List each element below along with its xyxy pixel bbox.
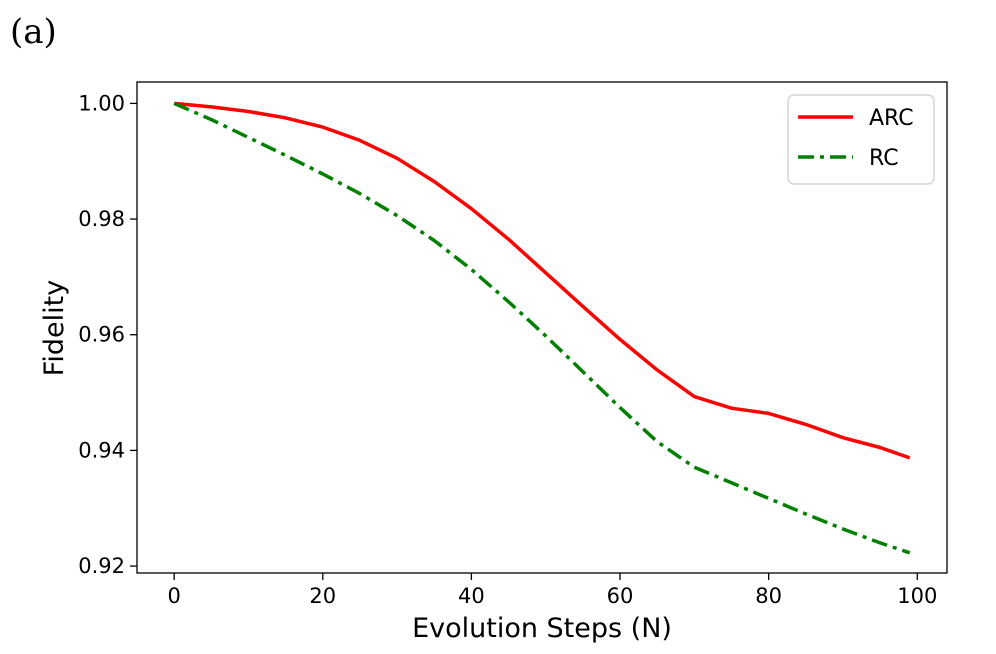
x-tick-label: 40 — [458, 584, 485, 608]
panel-label: (a) — [10, 12, 57, 52]
x-tick-label: 100 — [897, 584, 937, 608]
y-tick-label: 0.92 — [78, 554, 125, 578]
y-tick-label: 0.94 — [78, 438, 125, 462]
y-tick-label: 0.96 — [78, 323, 125, 347]
y-axis-label: Fidelity — [39, 280, 70, 376]
x-tick-label: 60 — [607, 584, 634, 608]
series-line-arc — [174, 101, 911, 460]
x-tick-label: 80 — [755, 584, 782, 608]
y-tick-label: 0.98 — [78, 207, 125, 231]
y-tick-label: 1.00 — [78, 91, 125, 115]
legend-label-arc: ARC — [869, 106, 914, 131]
x-tick-label: 20 — [309, 584, 336, 608]
x-axis-ticks: 0 20 40 60 80 100 — [167, 573, 937, 608]
plot-area-frame — [136, 81, 948, 574]
x-axis-label: Evolution Steps (N) — [412, 613, 672, 644]
series-line-rc — [173, 101, 911, 555]
series-layer — [173, 101, 911, 555]
x-tick-label: 0 — [167, 584, 180, 608]
legend-label-rc: RC — [869, 146, 899, 171]
y-axis-ticks: 0.92 0.94 0.96 0.98 1.00 — [78, 91, 137, 578]
legend: ARC RC — [787, 94, 935, 185]
